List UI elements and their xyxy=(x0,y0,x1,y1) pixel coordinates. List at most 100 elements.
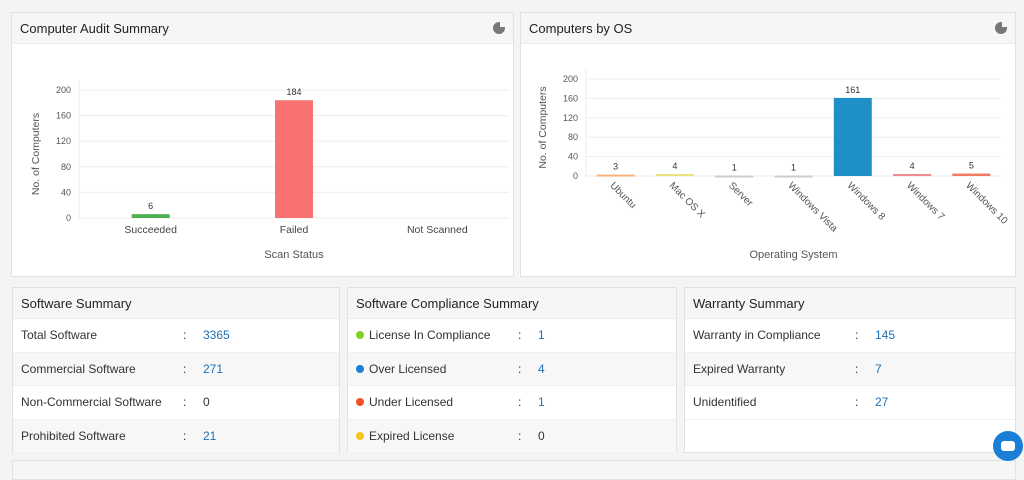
summary-row: License In Compliance: 1 xyxy=(348,319,676,353)
x-tick-label: Windows 7 xyxy=(904,180,947,223)
data-label: 4 xyxy=(672,161,677,171)
summary-row: Warranty in Compliance: 145 xyxy=(685,319,1015,353)
colon: : xyxy=(518,361,522,376)
chat-icon xyxy=(1001,441,1015,451)
row-label: Over Licensed xyxy=(369,361,447,376)
summary-row: Commercial Software: 271 xyxy=(13,352,339,386)
panel-title: Software Summary xyxy=(21,295,132,311)
row-label: Commercial Software xyxy=(21,361,136,376)
data-label: 1 xyxy=(732,163,737,173)
row-value[interactable]: 1 xyxy=(538,395,545,410)
data-label: 184 xyxy=(286,87,301,97)
y-axis-title: No. of Computers xyxy=(30,113,42,195)
summary-row: Under Licensed: 1 xyxy=(348,386,676,420)
colon: : xyxy=(183,328,187,343)
audit-chart: 0 40 80 120 160 200 6 Succeeded 184 Failed Not Sca… xyxy=(30,80,509,261)
status-dot-icon xyxy=(356,331,364,340)
y-tick-label: 0 xyxy=(573,171,578,181)
row-label-wrap: Non-Commercial Software xyxy=(21,395,183,409)
data-label: 3 xyxy=(613,162,618,172)
row-value[interactable]: 1 xyxy=(538,328,545,343)
summary-row: Over Licensed: 4 xyxy=(348,352,676,386)
bar xyxy=(715,175,754,178)
data-label: 161 xyxy=(845,85,860,95)
panel-title: Computers by OS xyxy=(529,20,633,36)
row-label: Expired Warranty xyxy=(693,361,786,376)
row-value[interactable]: 4 xyxy=(538,361,545,376)
row-value[interactable]: 21 xyxy=(203,428,217,443)
colon: : xyxy=(183,361,187,376)
computers-by-os-panel: Computers by OS 0 40 80 120 160 200 3 Ubuntu 4 Ma… xyxy=(520,12,1016,277)
row-label-wrap: Commercial Software xyxy=(21,362,183,376)
warranty-summary-panel: Warranty Summary Warranty in Compliance:… xyxy=(684,287,1016,453)
y-tick-label: 200 xyxy=(563,74,578,84)
y-tick-label: 40 xyxy=(61,187,71,197)
colon: : xyxy=(183,395,187,410)
row-label: Warranty in Compliance xyxy=(693,328,821,343)
y-tick-label: 200 xyxy=(56,85,71,95)
summary-row: Expired License: 0 xyxy=(348,419,676,453)
x-tick-label: Windows Vista xyxy=(785,180,839,234)
summary-row: Prohibited Software: 21 xyxy=(13,419,339,453)
row-label-wrap: Prohibited Software xyxy=(21,429,183,443)
row-label: License In Compliance xyxy=(369,328,491,343)
bar xyxy=(774,175,813,178)
chat-button[interactable] xyxy=(993,431,1023,461)
row-value[interactable]: 7 xyxy=(875,361,882,376)
pie-chart-icon[interactable] xyxy=(493,22,505,34)
bottom-panel xyxy=(12,460,1016,480)
summary-row: Expired Warranty: 7 xyxy=(685,352,1015,386)
colon: : xyxy=(855,361,859,376)
row-label-wrap: Over Licensed xyxy=(356,362,518,376)
bar xyxy=(833,97,872,176)
row-label: Under Licensed xyxy=(369,395,454,410)
y-tick-label: 80 xyxy=(61,162,71,172)
row-label-wrap: License In Compliance xyxy=(356,328,518,342)
status-dot-icon xyxy=(356,431,364,440)
pie-chart-icon[interactable] xyxy=(995,22,1007,34)
row-label: Non-Commercial Software xyxy=(21,395,162,410)
y-tick-label: 160 xyxy=(563,93,578,103)
computer-audit-summary-panel: Computer Audit Summary 0 40 80 120 160 200 6 Su… xyxy=(11,12,514,277)
colon: : xyxy=(518,395,522,410)
status-dot-icon xyxy=(356,364,364,373)
row-value: 0 xyxy=(203,395,210,410)
row-label-wrap: Expired Warranty xyxy=(693,362,855,376)
colon: : xyxy=(183,428,187,443)
bar xyxy=(952,173,991,176)
y-tick-label: 120 xyxy=(563,113,578,123)
colon: : xyxy=(855,328,859,343)
row-label-wrap: Warranty in Compliance xyxy=(693,328,855,342)
bar xyxy=(893,174,932,177)
x-axis-title: Scan Status xyxy=(264,249,324,261)
summary-row: Total Software: 3365 xyxy=(13,319,339,353)
data-label: 4 xyxy=(910,161,915,171)
software-summary-panel: Software Summary Total Software: 3365 Comm… xyxy=(12,287,340,453)
row-value: 0 xyxy=(538,428,545,443)
x-tick-label: Windows 10 xyxy=(963,180,1010,227)
bar xyxy=(596,174,635,177)
row-value[interactable]: 271 xyxy=(203,361,224,376)
row-label-wrap: Under Licensed xyxy=(356,395,518,409)
software-compliance-panel: Software Compliance Summary License In C… xyxy=(347,287,677,453)
colon: : xyxy=(518,428,522,443)
panel-title: Warranty Summary xyxy=(693,295,805,311)
x-tick-label: Windows 8 xyxy=(845,180,888,223)
os-chart: 0 40 80 120 160 200 3 Ubuntu 4 Mac OS X 1 Server 1 Wi… xyxy=(537,69,1010,261)
row-value[interactable]: 145 xyxy=(875,328,896,343)
y-axis-title: No. of Computers xyxy=(537,86,549,168)
row-label: Total Software xyxy=(21,328,98,343)
bar xyxy=(655,174,694,177)
row-value[interactable]: 3365 xyxy=(203,328,230,343)
x-tick-label: Mac OS X xyxy=(667,180,707,220)
bar xyxy=(275,100,313,218)
panel-title: Computer Audit Summary xyxy=(20,20,169,36)
row-value[interactable]: 27 xyxy=(875,395,889,410)
row-label: Expired License xyxy=(369,428,455,443)
y-tick-label: 40 xyxy=(568,152,578,162)
colon: : xyxy=(518,328,522,343)
colon: : xyxy=(855,395,859,410)
summary-row: Unidentified: 27 xyxy=(685,386,1015,420)
y-tick-label: 120 xyxy=(56,136,71,146)
row-label-wrap: Total Software xyxy=(21,328,183,342)
